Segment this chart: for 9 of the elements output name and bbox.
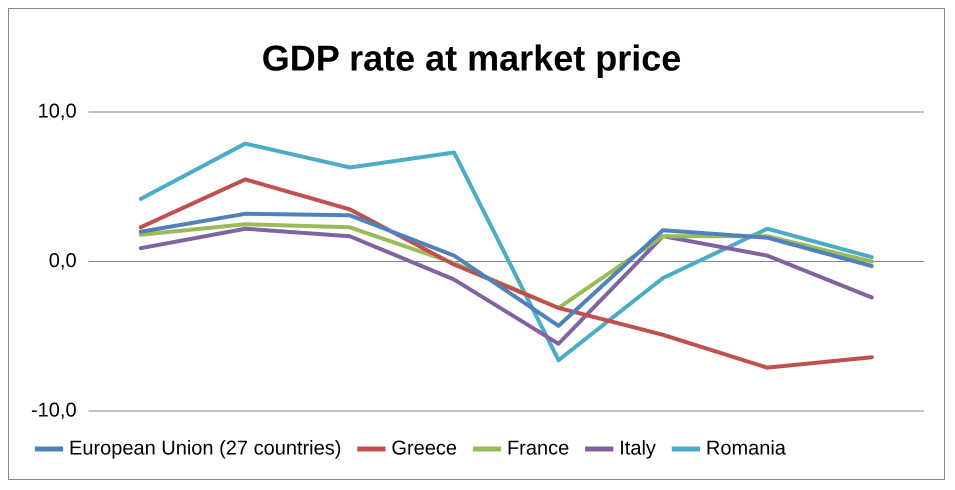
legend-label: Romania (706, 438, 787, 460)
chart-title: GDP rate at market price (262, 38, 682, 79)
legend-label: European Union (27 countries) (69, 438, 342, 460)
y-tick-label: -10,0 (30, 400, 77, 422)
legend-label: France (506, 438, 570, 460)
legend-label: Greece (391, 438, 457, 460)
y-tick-label: 10,0 (38, 100, 77, 123)
y-tick-label: 0,0 (48, 250, 77, 272)
legend-label: Italy (619, 438, 656, 460)
